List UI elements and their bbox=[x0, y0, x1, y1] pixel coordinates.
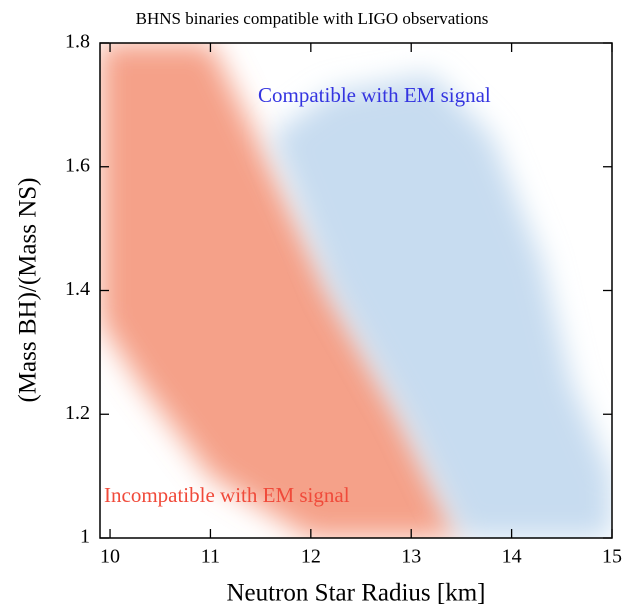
x-tick-label: 11 bbox=[201, 546, 220, 568]
y-tick-label: 1.4 bbox=[65, 278, 90, 300]
y-axis-label: (Mass BH)/(Mass NS) bbox=[15, 178, 42, 403]
y-tick-label: 1.2 bbox=[65, 402, 90, 424]
x-tick-label: 10 bbox=[100, 546, 120, 568]
y-tick-label: 1 bbox=[80, 526, 90, 548]
y-tick-label: 1.8 bbox=[65, 31, 90, 53]
x-tick-label: 13 bbox=[401, 546, 421, 568]
x-tick-label: 12 bbox=[301, 546, 321, 568]
x-tick-label: 14 bbox=[502, 546, 522, 568]
chart-title: BHNS binaries compatible with LIGO obser… bbox=[136, 9, 489, 28]
x-tick-label: 15 bbox=[602, 546, 622, 568]
region-label: Incompatible with EM signal bbox=[104, 483, 350, 507]
region-label: Compatible with EM signal bbox=[258, 83, 491, 107]
density-region bbox=[270, 73, 612, 538]
x-axis-label: Neutron Star Radius [km] bbox=[227, 580, 486, 607]
plot-area bbox=[100, 43, 612, 538]
y-tick-label: 1.6 bbox=[65, 154, 90, 176]
density-region bbox=[100, 43, 462, 538]
